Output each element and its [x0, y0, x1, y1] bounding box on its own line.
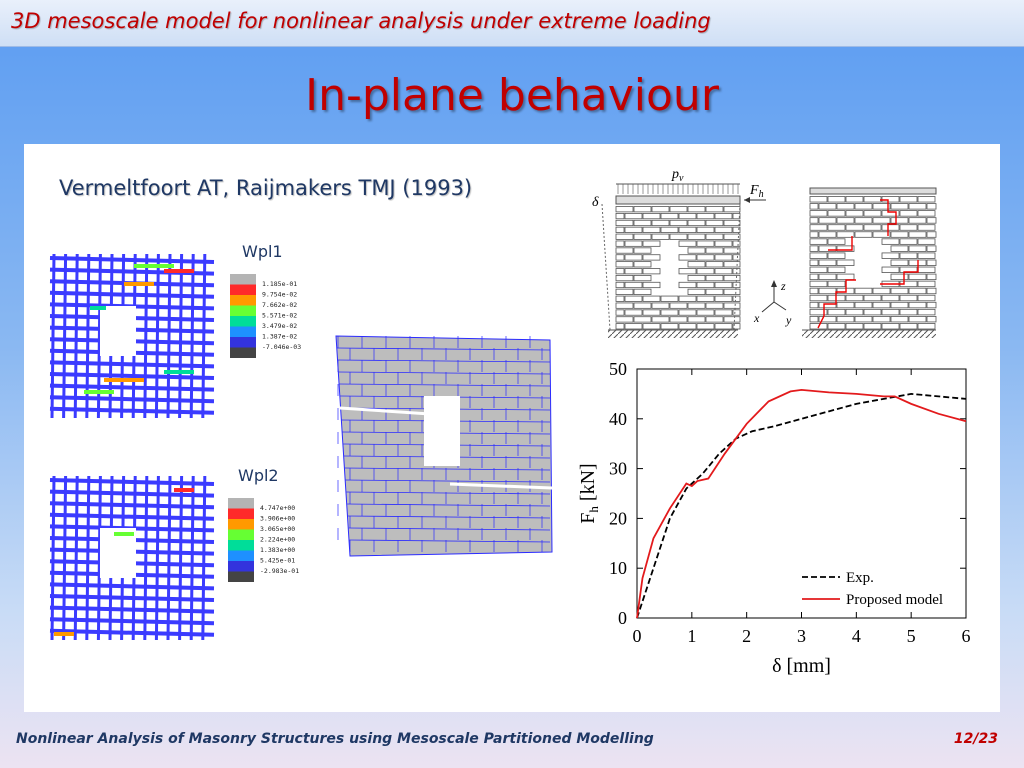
- legend-value: 2.224e+00: [260, 536, 295, 544]
- legend-value: 3.906e+00: [260, 515, 295, 523]
- x-tick-label: 1: [687, 626, 696, 646]
- legend-value: -2.983e-01: [260, 567, 299, 575]
- footer-title: Nonlinear Analysis of Masonry Structures…: [16, 731, 654, 747]
- wpl2-color-legend: 4.747e+00 3.906e+00 3.065e+00 2.224e+00 1.38…: [228, 498, 299, 582]
- axis-triad: z x y: [753, 279, 792, 327]
- legend-entry: Proposed model: [846, 592, 943, 608]
- wpl1-contour-plot: [49, 253, 215, 419]
- axis-x-label: x: [753, 311, 760, 325]
- delta-label: δ: [592, 195, 599, 210]
- x-tick-label: 2: [742, 626, 751, 646]
- axis-z-label: z: [780, 279, 786, 293]
- legend-value: 1.185e-01: [262, 280, 297, 288]
- x-tick-label: 5: [907, 626, 916, 646]
- legend-value: 1.383e+00: [260, 546, 295, 554]
- legend-value: 5.425e-01: [260, 557, 295, 565]
- axis-y-label: y: [785, 313, 792, 327]
- wpl2-label: Wpl2: [238, 466, 279, 485]
- x-axis-label: δ [mm]: [772, 655, 831, 677]
- reference-citation: Vermeltfoort AT, Raijmakers TMJ (1993): [59, 176, 473, 200]
- wall-schematics: pv Fh δ z x y: [592, 167, 937, 338]
- legend-value: 4.747e+00: [260, 504, 295, 512]
- deformed-wall-mesh: [335, 335, 553, 557]
- y-tick-label: 0: [618, 608, 627, 628]
- x-tick-label: 4: [852, 626, 861, 646]
- wpl1-color-legend: 1.185e-01 9.754e-02 7.662e-02 5.571e-02 3.47…: [230, 274, 301, 358]
- legend-value: 9.754e-02: [262, 291, 297, 299]
- legend-value: 3.065e+00: [260, 525, 295, 533]
- x-tick-label: 0: [633, 626, 642, 646]
- page-number: 12/23: [953, 731, 998, 747]
- series-line-proposed-model: [636, 389, 967, 619]
- y-tick-label: 40: [609, 409, 627, 429]
- legend-value: 7.662e-02: [262, 301, 297, 309]
- y-axis-label: Fh [kN]: [577, 463, 601, 523]
- slide-title: In-plane behaviour: [305, 70, 719, 121]
- x-tick-label: 6: [962, 626, 971, 646]
- wall-schematic-cracked: [802, 187, 937, 338]
- series-line-exp-: [636, 392, 967, 619]
- y-tick-label: 20: [609, 508, 627, 528]
- legend-value: 3.479e-02: [262, 322, 297, 330]
- load-p-label: pv: [671, 167, 684, 184]
- wpl2-contour-plot: [49, 475, 215, 641]
- legend-entry: Exp.: [846, 570, 874, 586]
- wpl1-label: Wpl1: [242, 242, 283, 261]
- header-title: 3D mesoscale model for nonlinear analysi…: [11, 9, 711, 33]
- load-f-label: Fh: [749, 183, 764, 200]
- header-bar: 3D mesoscale model for nonlinear analysi…: [0, 0, 1024, 47]
- wall-schematic-loaded: pv Fh δ: [592, 167, 766, 338]
- y-tick-label: 30: [609, 459, 627, 479]
- legend-value: 1.387e-02: [262, 333, 297, 341]
- legend-value: -7.046e-03: [262, 343, 301, 351]
- y-tick-label: 50: [609, 359, 627, 379]
- x-tick-label: 3: [797, 626, 806, 646]
- y-tick-label: 10: [609, 558, 627, 578]
- force-displacement-chart: 0 1 2 3 4 5 6 0 10 20 30 40 50 Exp. Proposed model δ [m…: [577, 359, 971, 677]
- legend-value: 5.571e-02: [262, 312, 297, 320]
